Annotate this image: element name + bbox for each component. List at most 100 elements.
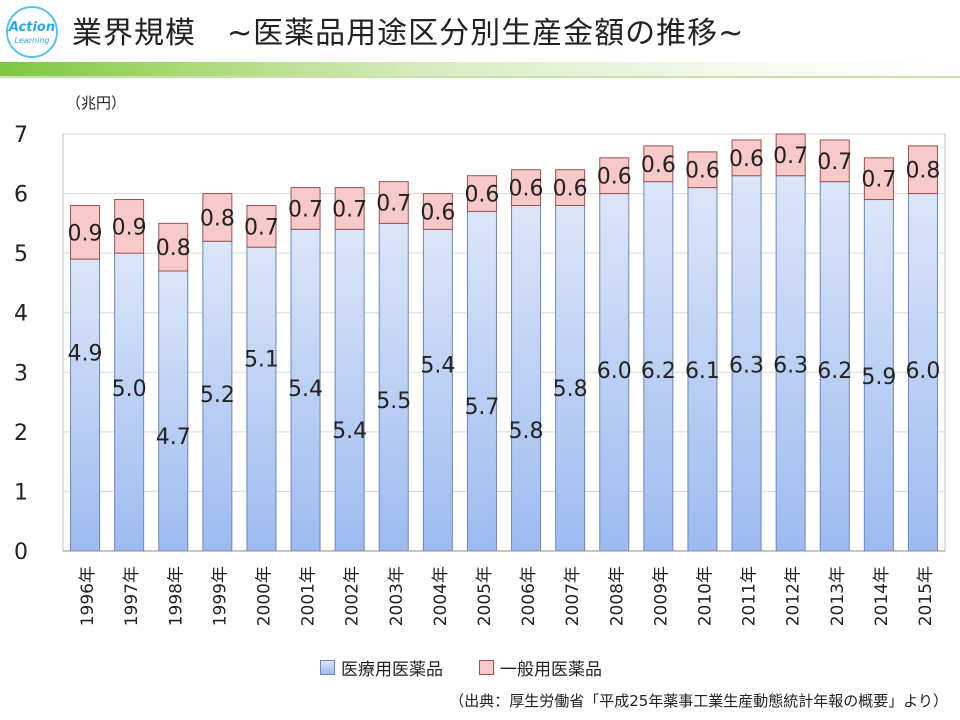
chart-legend: 医療用医薬品 一般用医薬品 [320, 655, 638, 680]
data-label-medical: 6.2 [641, 359, 676, 384]
data-label-medical: 5.8 [553, 377, 588, 402]
x-tick-label: 2008年 [607, 566, 627, 626]
data-label-medical: 6.0 [597, 359, 632, 384]
x-tick-label: 2014年 [872, 566, 892, 626]
data-label-medical: 5.0 [112, 377, 147, 402]
data-label-otc: 0.6 [509, 177, 544, 202]
bar-medical-1999年 [202, 240, 233, 552]
source-note: （出典：厚生労働省「平成25年薬事工業生産動態統計年報の概要」より） [449, 692, 948, 710]
bar-otc-2004年 [422, 193, 453, 230]
data-label-medical: 6.3 [773, 353, 808, 378]
page-title: 業界規模 ~医薬品用途区分別生産金額の推移~ [72, 16, 745, 51]
bar-medical-2003年 [378, 222, 409, 552]
data-label-otc: 0.8 [905, 159, 940, 184]
bar-medical-2004年 [422, 228, 453, 552]
data-label-otc: 0.8 [200, 206, 235, 231]
bar-otc-2010年 [687, 151, 718, 189]
bar-medical-2006年 [511, 204, 542, 552]
bar-otc-1996年 [70, 204, 101, 260]
x-tick-label: 1997年 [122, 566, 142, 626]
data-label-medical: 5.5 [376, 389, 411, 414]
x-tick-label: 2011年 [740, 566, 760, 626]
y-tick-label: 7 [14, 123, 28, 148]
data-label-medical: 5.1 [244, 347, 279, 372]
x-tick-label: 2001年 [299, 566, 319, 626]
y-tick-label: 3 [14, 361, 28, 386]
bar-medical-2015年 [907, 193, 938, 552]
data-label-medical: 6.3 [729, 353, 764, 378]
bar-otc-2013年 [819, 139, 850, 183]
legend-item-medical: 医療用医薬品 [320, 655, 443, 680]
legend-swatch-medical [320, 660, 335, 675]
data-label-otc: 0.7 [288, 197, 323, 222]
data-label-medical: 5.2 [200, 383, 235, 408]
x-tick-label: 2004年 [431, 566, 451, 626]
data-label-otc: 0.7 [773, 144, 808, 169]
logo-text-learning: Learning [14, 36, 50, 45]
y-tick-label: 4 [14, 302, 28, 327]
data-label-medical: 4.9 [68, 341, 103, 366]
bar-otc-1997年 [114, 199, 145, 254]
data-label-medical: 6.1 [685, 359, 720, 384]
y-tick-label: 1 [14, 480, 28, 505]
bar-otc-2003年 [378, 181, 409, 224]
bar-medical-2001年 [290, 228, 321, 552]
data-label-otc: 0.7 [332, 197, 367, 222]
bar-otc-2002年 [334, 187, 365, 230]
data-label-otc: 0.7 [376, 192, 411, 217]
bar-medical-1997年 [114, 252, 145, 552]
x-tick-label: 1996年 [78, 566, 98, 626]
data-label-otc: 0.6 [641, 153, 676, 178]
x-tick-label: 2007年 [563, 566, 583, 626]
x-tick-label: 2003年 [387, 566, 407, 626]
x-tick-label: 2000年 [254, 566, 274, 626]
data-label-otc: 0.9 [68, 221, 103, 246]
data-label-otc: 0.6 [685, 159, 720, 184]
x-tick-label: 2009年 [651, 566, 671, 626]
data-label-otc: 0.7 [817, 150, 852, 175]
data-label-medical: 6.0 [905, 359, 940, 384]
data-label-otc: 0.9 [112, 215, 147, 240]
x-tick-label: 2015年 [916, 566, 936, 626]
data-label-otc: 0.6 [597, 165, 632, 190]
bar-otc-2008年 [599, 157, 630, 195]
x-tick-label: 2013年 [828, 566, 848, 626]
bar-otc-2009年 [643, 145, 674, 183]
bar-otc-1999年 [202, 193, 233, 242]
bar-otc-2014年 [863, 157, 894, 201]
x-tick-label: 2002年 [343, 566, 363, 626]
bar-otc-2012年 [775, 133, 806, 177]
x-tick-label: 1998年 [166, 566, 186, 626]
bar-medical-2012年 [775, 175, 806, 552]
data-label-medical: 5.8 [509, 419, 544, 444]
y-tick-label: 2 [14, 421, 28, 446]
y-tick-label: 0 [14, 540, 28, 565]
x-tick-label: 2006年 [519, 566, 539, 626]
plot-area [62, 133, 946, 552]
action-learning-logo: Action Learning [6, 6, 58, 58]
data-label-otc: 0.7 [244, 215, 279, 240]
y-axis-unit-label: （兆円） [66, 94, 127, 112]
bar-medical-1996年 [70, 258, 101, 552]
x-tick-label: 2012年 [784, 566, 804, 626]
bar-otc-2006年 [511, 169, 542, 206]
x-tick-label: 2010年 [695, 566, 715, 626]
bar-medical-2013年 [819, 181, 850, 552]
legend-swatch-otc [479, 660, 494, 675]
bar-otc-2007年 [555, 169, 586, 206]
bar-medical-2007年 [555, 204, 586, 552]
bar-medical-1998年 [158, 270, 189, 552]
bar-otc-2000年 [246, 204, 277, 248]
title-underline-bar [0, 62, 960, 76]
data-label-medical: 4.7 [156, 425, 191, 450]
title-divider [0, 76, 960, 78]
data-label-otc: 0.6 [729, 147, 764, 172]
data-label-otc: 0.6 [464, 183, 499, 208]
data-label-medical: 5.4 [420, 353, 455, 378]
x-tick-label: 2005年 [475, 566, 495, 626]
data-label-otc: 0.8 [156, 236, 191, 261]
y-tick-label: 5 [14, 242, 28, 267]
bar-otc-2001年 [290, 187, 321, 230]
logo-text-action: Action [8, 20, 56, 35]
